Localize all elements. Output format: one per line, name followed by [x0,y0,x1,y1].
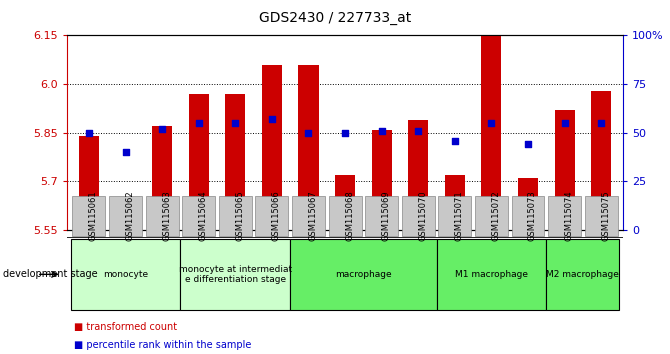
Bar [189,94,209,230]
Point [559,120,570,126]
FancyBboxPatch shape [70,239,180,310]
Point [194,120,204,126]
FancyBboxPatch shape [546,239,620,310]
Point [267,116,277,122]
Text: monocyte: monocyte [103,270,148,279]
FancyBboxPatch shape [438,195,471,236]
Text: GSM115072: GSM115072 [491,190,500,241]
FancyBboxPatch shape [255,195,288,236]
Bar [115,201,135,230]
Text: macrophage: macrophage [335,270,392,279]
Bar [79,136,99,230]
Bar [481,13,501,230]
FancyBboxPatch shape [402,195,435,236]
Text: GSM115073: GSM115073 [528,190,537,241]
Point [523,142,533,147]
Point [450,138,460,143]
Bar [591,91,611,230]
Text: ■ percentile rank within the sample: ■ percentile rank within the sample [74,340,251,350]
FancyBboxPatch shape [437,239,546,310]
Bar [152,126,172,230]
Bar [408,120,428,230]
Text: GDS2430 / 227733_at: GDS2430 / 227733_at [259,11,411,25]
FancyBboxPatch shape [290,239,437,310]
Bar [555,110,575,230]
FancyBboxPatch shape [511,195,545,236]
FancyBboxPatch shape [180,239,290,310]
Bar [518,178,538,230]
Text: GSM115065: GSM115065 [235,190,245,241]
Text: GSM115061: GSM115061 [89,190,98,241]
Text: development stage: development stage [3,269,98,279]
Text: GSM115068: GSM115068 [345,190,354,241]
FancyBboxPatch shape [72,195,105,236]
Text: GSM115070: GSM115070 [418,190,427,241]
Text: GSM115069: GSM115069 [382,190,391,241]
Point [377,128,387,134]
Point [340,130,350,136]
FancyBboxPatch shape [328,195,362,236]
FancyBboxPatch shape [145,195,179,236]
FancyBboxPatch shape [182,195,215,236]
Text: M1 macrophage: M1 macrophage [455,270,528,279]
Text: GSM115071: GSM115071 [455,190,464,241]
Text: GSM115074: GSM115074 [565,190,574,241]
FancyBboxPatch shape [292,195,325,236]
Point [84,130,94,136]
FancyBboxPatch shape [365,195,398,236]
Text: GSM115062: GSM115062 [125,190,135,241]
Text: monocyte at intermediat
e differentiation stage: monocyte at intermediat e differentiatio… [179,265,292,284]
Bar [262,65,282,230]
Text: GSM115063: GSM115063 [162,190,171,241]
Bar [372,130,392,230]
Text: GSM115064: GSM115064 [199,190,208,241]
Bar [298,65,318,230]
FancyBboxPatch shape [475,195,508,236]
FancyBboxPatch shape [109,195,142,236]
Point [413,128,423,134]
Bar [225,94,245,230]
Bar [335,175,355,230]
FancyBboxPatch shape [219,195,252,236]
Text: M2 macrophage: M2 macrophage [547,270,619,279]
Text: GSM115075: GSM115075 [601,190,610,241]
Point [303,130,314,136]
Point [120,149,131,155]
Text: GSM115067: GSM115067 [308,190,318,241]
Text: ■ transformed count: ■ transformed count [74,322,177,332]
Bar [445,175,465,230]
Point [486,120,496,126]
Point [230,120,241,126]
Point [596,120,606,126]
FancyBboxPatch shape [585,195,618,236]
FancyBboxPatch shape [548,195,581,236]
Text: GSM115066: GSM115066 [272,190,281,241]
Point [157,126,168,132]
